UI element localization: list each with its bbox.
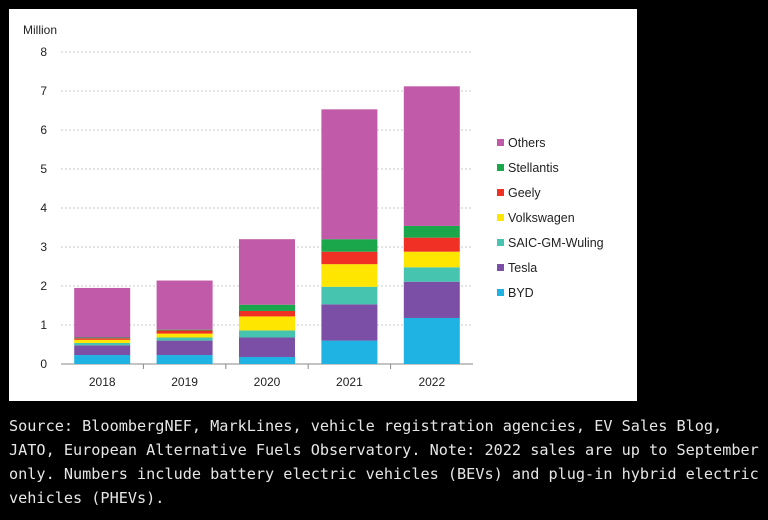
bar-segment-stellantis	[239, 304, 295, 311]
bar-segment-tesla	[321, 304, 378, 341]
bar-segment-stellantis	[403, 225, 460, 238]
bar-segment-geely	[239, 310, 295, 317]
x-tick-label: 2022	[418, 375, 445, 389]
bars	[74, 86, 460, 364]
x-tick-label: 2020	[254, 375, 281, 389]
x-tick-label: 2018	[89, 375, 116, 389]
bar-segment-geely	[403, 237, 460, 252]
y-tick-label: 3	[40, 240, 47, 254]
source-note: Source: BloombergNEF, MarkLines, vehicle…	[9, 417, 759, 507]
bar-segment-others	[403, 86, 460, 226]
legend-label: Stellantis	[508, 161, 559, 175]
y-tick-label: 0	[40, 357, 47, 371]
x-axis-ticks: 2018 2019 2020 2021 2022	[89, 364, 445, 389]
legend-label: Geely	[508, 186, 541, 200]
bar-segment-others	[156, 280, 213, 330]
bar-segment-volkswagen	[321, 264, 378, 287]
legend-label: Volkswagen	[508, 211, 575, 225]
bar-segment-volkswagen	[156, 333, 213, 338]
bar-segment-geely	[156, 330, 213, 334]
bar-segment-byd	[74, 355, 131, 364]
chart-panel: Million 0 1 2 3 4 5 6 7 8 2018 2019 2020 2021 2022 O…	[9, 9, 637, 401]
bar-segment-byd	[321, 340, 378, 364]
bar-segment-volkswagen	[403, 251, 460, 268]
bar-segment-tesla	[239, 337, 295, 357]
legend-label: BYD	[508, 286, 534, 300]
legend-swatch	[497, 164, 504, 171]
legend-label: Others	[508, 136, 546, 150]
x-tick-label: 2021	[336, 375, 363, 389]
y-tick-label: 6	[40, 123, 47, 137]
bar-segment-tesla	[74, 345, 131, 356]
bar-segment-stellantis	[156, 329, 213, 331]
x-tick-label: 2019	[171, 375, 198, 389]
y-tick-label: 7	[40, 84, 47, 98]
bar-segment-byd	[239, 356, 295, 364]
bar-segment-byd	[403, 317, 460, 364]
stacked-bar-chart: Million 0 1 2 3 4 5 6 7 8 2018 2019 2020 2021 2022 O…	[23, 23, 604, 389]
legend-swatch	[497, 289, 504, 296]
bar-segment-byd	[156, 355, 213, 364]
legend-swatch	[497, 214, 504, 221]
y-tick-label: 2	[40, 279, 47, 293]
bar-segment-others	[321, 109, 378, 240]
bar-segment-geely	[74, 338, 131, 340]
bar-segment-saic-gm-wuling	[321, 286, 378, 305]
bar-segment-saic-gm-wuling	[239, 330, 295, 338]
bar-segment-volkswagen	[74, 339, 131, 343]
y-tick-label: 8	[40, 45, 47, 59]
y-tick-label: 1	[40, 318, 47, 332]
legend-swatch	[497, 189, 504, 196]
y-axis-title: Million	[23, 23, 57, 37]
bar-segment-stellantis	[321, 239, 378, 252]
legend-swatch	[497, 264, 504, 271]
y-tick-label: 4	[40, 201, 47, 215]
legend-swatch	[497, 139, 504, 146]
y-axis-ticks: 0 1 2 3 4 5 6 7 8	[40, 45, 47, 371]
legend-swatch	[497, 239, 504, 246]
bar-segment-stellantis	[74, 337, 131, 339]
bar-segment-saic-gm-wuling	[403, 267, 460, 282]
bar-segment-saic-gm-wuling	[74, 342, 131, 346]
bar-segment-tesla	[156, 340, 213, 356]
bar-segment-tesla	[403, 281, 460, 318]
y-tick-label: 5	[40, 162, 47, 176]
bar-segment-volkswagen	[239, 316, 295, 331]
legend: Others Stellantis Geely Volkswagen SAIC-GM-W…	[497, 136, 604, 300]
bar-segment-others	[239, 239, 295, 305]
legend-label: Tesla	[508, 261, 537, 275]
bar-segment-others	[74, 287, 131, 338]
bar-segment-geely	[321, 251, 378, 265]
bar-segment-saic-gm-wuling	[156, 337, 213, 341]
legend-label: SAIC-GM-Wuling	[508, 236, 604, 250]
